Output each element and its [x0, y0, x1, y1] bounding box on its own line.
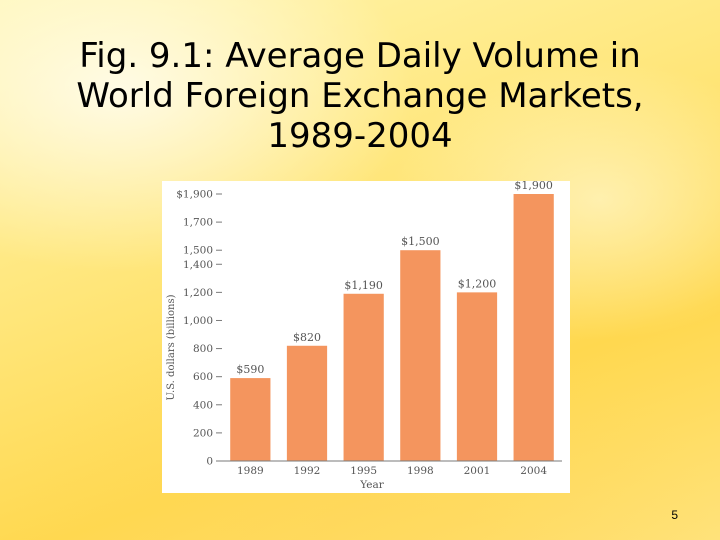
- y-tick-label: 1,000: [183, 315, 213, 327]
- x-tick-label: 1992: [294, 465, 321, 477]
- x-tick-label: 1995: [350, 465, 377, 477]
- data-label: $1,500: [401, 235, 440, 248]
- bar-1989: [230, 378, 271, 461]
- x-tick-label: 2001: [464, 465, 491, 477]
- x-axis-ticks: 1989 1992 1995 1998 2001 2004: [237, 465, 547, 477]
- y-tick-label: 1,400: [183, 259, 213, 271]
- y-tick-label: 1,200: [183, 287, 213, 299]
- bar-2001: [456, 292, 498, 461]
- slide-title-line-1: Fig. 9.1: Average Daily Volume in: [79, 36, 641, 76]
- bars: $590 $820 $1,190 $1,500 $1,200 $1,900: [230, 181, 554, 461]
- y-tick-label: 0: [206, 456, 213, 468]
- data-label: $1,190: [344, 279, 383, 292]
- y-tick-label: 1,700: [183, 217, 213, 229]
- chart-panel: 0 200 400 600 800 1,000 1,200 1,400 1,500 1,700 $1…: [162, 181, 570, 493]
- y-tick-label: 1,500: [183, 245, 213, 257]
- x-axis-label: Year: [359, 479, 384, 491]
- y-tick-label: 800: [193, 343, 213, 355]
- bar-1998: [400, 250, 441, 461]
- y-tick-label: 600: [193, 371, 213, 383]
- data-label: $1,900: [514, 181, 553, 192]
- y-axis-ticks: 0 200 400 600 800 1,000 1,200 1,400 1,500 1,700 $1…: [176, 189, 222, 468]
- slide-title-line-3: 1989-2004: [267, 116, 453, 156]
- bar-1995: [343, 293, 384, 461]
- y-tick-label: 200: [193, 427, 213, 439]
- x-tick-label: 1998: [407, 465, 434, 477]
- x-tick-label: 2004: [520, 465, 547, 477]
- bar-2004: [513, 194, 554, 461]
- data-label: $1,200: [458, 277, 497, 290]
- page-number: 5: [671, 508, 678, 522]
- x-tick-label: 1989: [237, 465, 264, 477]
- bar-chart: 0 200 400 600 800 1,000 1,200 1,400 1,500 1,700 $1…: [166, 181, 562, 491]
- data-label: $820: [293, 331, 321, 344]
- bar-1992: [286, 345, 328, 461]
- slide-title-line-2: World Foreign Exchange Markets,: [76, 76, 644, 116]
- y-tick-label: $1,900: [176, 189, 213, 201]
- data-label: $590: [236, 363, 264, 376]
- slide-title: Fig. 9.1: Average Daily Volume in World …: [20, 36, 700, 156]
- y-axis-label: U.S. dollars (billions): [166, 294, 177, 400]
- y-tick-label: 400: [193, 399, 213, 411]
